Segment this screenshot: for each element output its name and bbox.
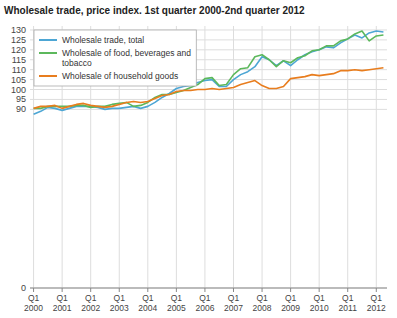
x-axis-line	[30, 288, 387, 289]
legend-label: Wholesale trade, total	[62, 35, 144, 45]
chart: Wholesale trade, price index. 1st quarte…	[0, 0, 397, 318]
y-tick-label: 95	[16, 94, 26, 104]
title: Wholesale trade, price index. 1st quarte…	[4, 5, 305, 16]
x-tick	[33, 288, 34, 292]
x-tick	[347, 288, 348, 292]
x-tick-label: Q12005	[167, 293, 186, 313]
x-tick-label: Q12001	[53, 293, 72, 313]
x-tick-label: Q12003	[110, 293, 129, 313]
line	[34, 31, 384, 108]
y-tick-label: 130	[11, 25, 26, 35]
x-tick-label: Q12011	[339, 293, 358, 313]
x-tick	[376, 288, 377, 292]
x-tick	[147, 288, 148, 292]
x-tick	[62, 288, 63, 292]
line	[34, 68, 384, 109]
legend: Wholesale trade, total Wholesale of food,…	[34, 30, 196, 86]
y-tick-label: 90	[16, 104, 26, 114]
x-tick-label: Q12010	[310, 293, 329, 313]
line	[34, 31, 384, 114]
x-grid-line	[233, 26, 234, 288]
x-tick-label: Q12006	[195, 293, 214, 313]
grid	[30, 26, 387, 288]
x-tick	[176, 288, 177, 292]
x-grid-line	[376, 26, 377, 288]
legend-label: Wholesale of food, beverages andtobacco	[62, 48, 191, 68]
y-grid-line	[30, 288, 387, 289]
y-tick-label: 120	[11, 45, 26, 55]
x-tick-label: Q12012	[367, 293, 386, 313]
axes: 0 9095100105110115120125130 Q12000 Q12001 Q1…	[11, 25, 387, 313]
legend-label: Wholesale of household goods	[62, 71, 178, 81]
legend-swatch	[39, 75, 57, 77]
y-tick-label: 100	[11, 85, 26, 95]
x-grid-line	[262, 26, 263, 288]
x-grid-line	[319, 26, 320, 288]
legend-swatch	[39, 52, 57, 54]
legend-swatch	[39, 39, 57, 41]
y-tick-label: 125	[11, 35, 26, 45]
x-tick-label: Q12002	[81, 293, 100, 313]
x-tick-label: Q12008	[253, 293, 272, 313]
y-tick-label: 0	[21, 283, 26, 293]
x-grid-line	[347, 26, 348, 288]
y-tick-label: 110	[12, 65, 26, 75]
x-tick	[119, 288, 120, 292]
y-grid-line	[30, 109, 387, 110]
x-tick	[90, 288, 91, 292]
legend-frame	[34, 30, 196, 86]
x-tick	[262, 288, 263, 292]
x-grid-line	[204, 26, 205, 288]
x-tick	[204, 288, 205, 292]
x-tick-label: Q12007	[224, 293, 243, 313]
y-tick-label: 115	[12, 55, 26, 65]
x-tick-label: Q12004	[138, 293, 157, 313]
x-tick-label: Q12009	[281, 293, 300, 313]
y-tick-label: 105	[11, 75, 26, 85]
x-tick	[319, 288, 320, 292]
series-lines	[34, 31, 384, 114]
y-grid-line	[30, 99, 387, 100]
x-tick	[290, 288, 291, 292]
x-tick-label: Q12000	[24, 293, 43, 313]
x-tick	[233, 288, 234, 292]
